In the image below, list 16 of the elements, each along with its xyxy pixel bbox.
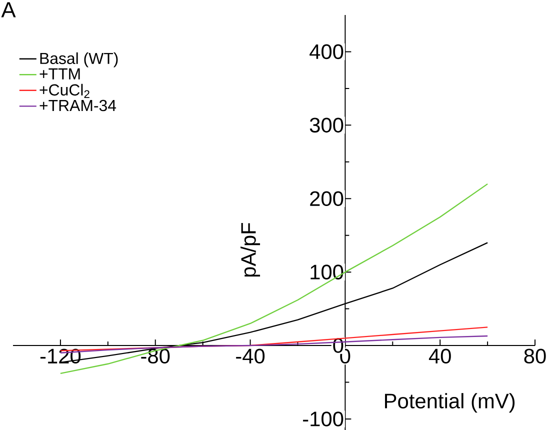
- y-tick-label: -100: [303, 412, 344, 426]
- x-tick-label: 80: [524, 348, 546, 364]
- y-axis-title: pA/pF: [240, 222, 260, 277]
- x-tick-label: -40: [236, 348, 265, 364]
- x-tick-label: 40: [428, 348, 451, 364]
- y-tick-label: 100: [310, 264, 344, 280]
- y-tick-label: 200: [310, 191, 344, 206]
- legend-label: +TRAM-34: [40, 100, 116, 112]
- x-axis-title: Potential (mV): [385, 393, 515, 413]
- legend-label: +CuCl$_{2}$: [40, 84, 90, 98]
- y-tick-label: 300: [310, 118, 344, 133]
- legend-label: Basal (WT): [40, 52, 118, 68]
- legend-label: +TTM: [40, 68, 80, 80]
- x-tick-label: -80: [141, 348, 170, 364]
- y-tick-label: 400: [310, 44, 344, 60]
- annotation: A: [1, 2, 16, 18]
